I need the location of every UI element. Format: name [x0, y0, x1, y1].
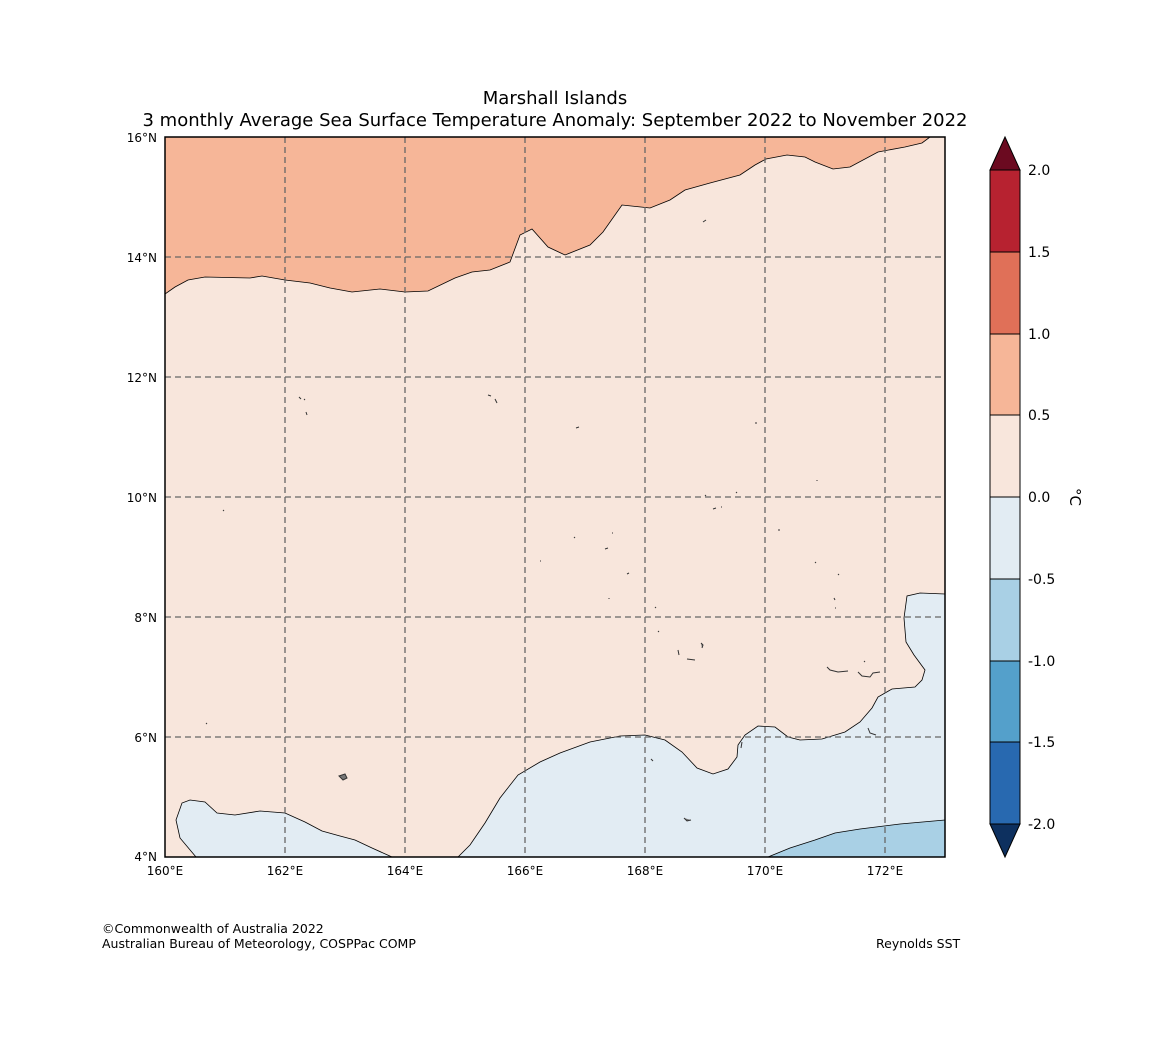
lon-label-164E: 164°E — [387, 864, 424, 878]
island-mark — [814, 561, 840, 609]
island-mark — [650, 758, 692, 822]
colorbar-bin — [989, 169, 1021, 253]
anomaly-negative-0.5-to-0-southwest — [175, 799, 393, 857]
lon-label-170E: 170°E — [747, 864, 784, 878]
organisation-text: Australian Bureau of Meteorology, COSPPa… — [102, 936, 416, 951]
island-mark — [222, 509, 225, 512]
lon-labels: 160°E 162°E 164°E 166°E 168°E 170°E 172°… — [147, 864, 904, 878]
colorbar-tick-label: 1.5 — [1028, 245, 1050, 261]
graticule — [165, 137, 945, 857]
lon-label-160E: 160°E — [147, 864, 184, 878]
colorbar-bin — [989, 578, 1021, 662]
map-plot-area — [165, 137, 945, 857]
lat-label-8N: 8°N — [134, 611, 157, 625]
island-mark — [338, 773, 348, 781]
island-mark — [704, 491, 738, 510]
colorbar-tick-label: -0.5 — [1028, 572, 1055, 588]
colorbar-bin — [989, 414, 1021, 498]
island-mark — [740, 727, 877, 749]
colorbar-under-arrow — [989, 823, 1021, 859]
colorbar-tick-label: -1.5 — [1028, 735, 1055, 751]
island-mark — [702, 219, 707, 223]
island-mark — [826, 666, 881, 678]
colorbar-unit-label: °C — [1066, 488, 1084, 506]
lat-label-14N: 14°N — [127, 251, 157, 265]
island-mark — [778, 480, 818, 531]
map-frame — [164, 136, 946, 858]
colorbar-tick-label: 0.0 — [1028, 490, 1050, 506]
lon-label-166E: 166°E — [507, 864, 544, 878]
map-title: Marshall Islands — [482, 88, 628, 109]
copyright-text: ©Commonwealth of Australia 2022 — [102, 921, 324, 936]
lon-label-162E: 162°E — [267, 864, 304, 878]
colorbar-ticks: 2.0 1.5 1.0 0.5 0.0 -0.5 -1.0 -1.5 -2.0 — [1028, 163, 1055, 833]
island-mark — [298, 396, 308, 416]
island-mark — [677, 642, 704, 661]
island-outlines — [205, 219, 881, 822]
lat-label-6N: 6°N — [134, 731, 157, 745]
lat-label-4N: 4°N — [134, 850, 157, 864]
anomaly-negative-1.0-to-0.5-region — [767, 819, 945, 857]
lat-label-12N: 12°N — [127, 371, 157, 385]
island-mark — [863, 660, 866, 663]
lat-label-10N: 10°N — [127, 491, 157, 505]
colorbar-bin — [989, 333, 1021, 416]
colorbar-over-arrow — [989, 135, 1021, 171]
colorbar-bin — [989, 660, 1021, 743]
lon-label-172E: 172°E — [867, 864, 904, 878]
anomaly-negative-0.5-to-0-southeast — [457, 592, 945, 857]
island-mark — [205, 722, 208, 725]
colorbar: 2.0 1.5 1.0 0.5 0.0 -0.5 -1.0 -1.5 -2.0 … — [989, 135, 1084, 859]
colorbar-tick-label: -2.0 — [1028, 817, 1055, 833]
colorbar-bin — [989, 741, 1021, 825]
colorbar-tick-label: -1.0 — [1028, 654, 1055, 670]
lon-label-168E: 168°E — [627, 864, 664, 878]
island-mark — [540, 532, 613, 562]
colorbar-bin — [989, 496, 1021, 580]
data-source-text: Reynolds SST — [876, 936, 961, 951]
map-subtitle: 3 monthly Average Sea Surface Temperatur… — [142, 110, 968, 131]
colorbar-tick-label: 2.0 — [1028, 163, 1050, 179]
colorbar-tick-label: 1.0 — [1028, 327, 1050, 343]
island-mark — [608, 572, 660, 633]
lat-labels: 16°N 14°N 12°N 10°N 8°N 6°N 4°N — [127, 131, 157, 864]
colorbar-tick-label: 0.5 — [1028, 408, 1050, 424]
colorbar-bin — [989, 251, 1021, 335]
island-mark — [487, 394, 498, 404]
lat-label-16N: 16°N — [127, 131, 157, 145]
island-mark — [575, 426, 580, 429]
